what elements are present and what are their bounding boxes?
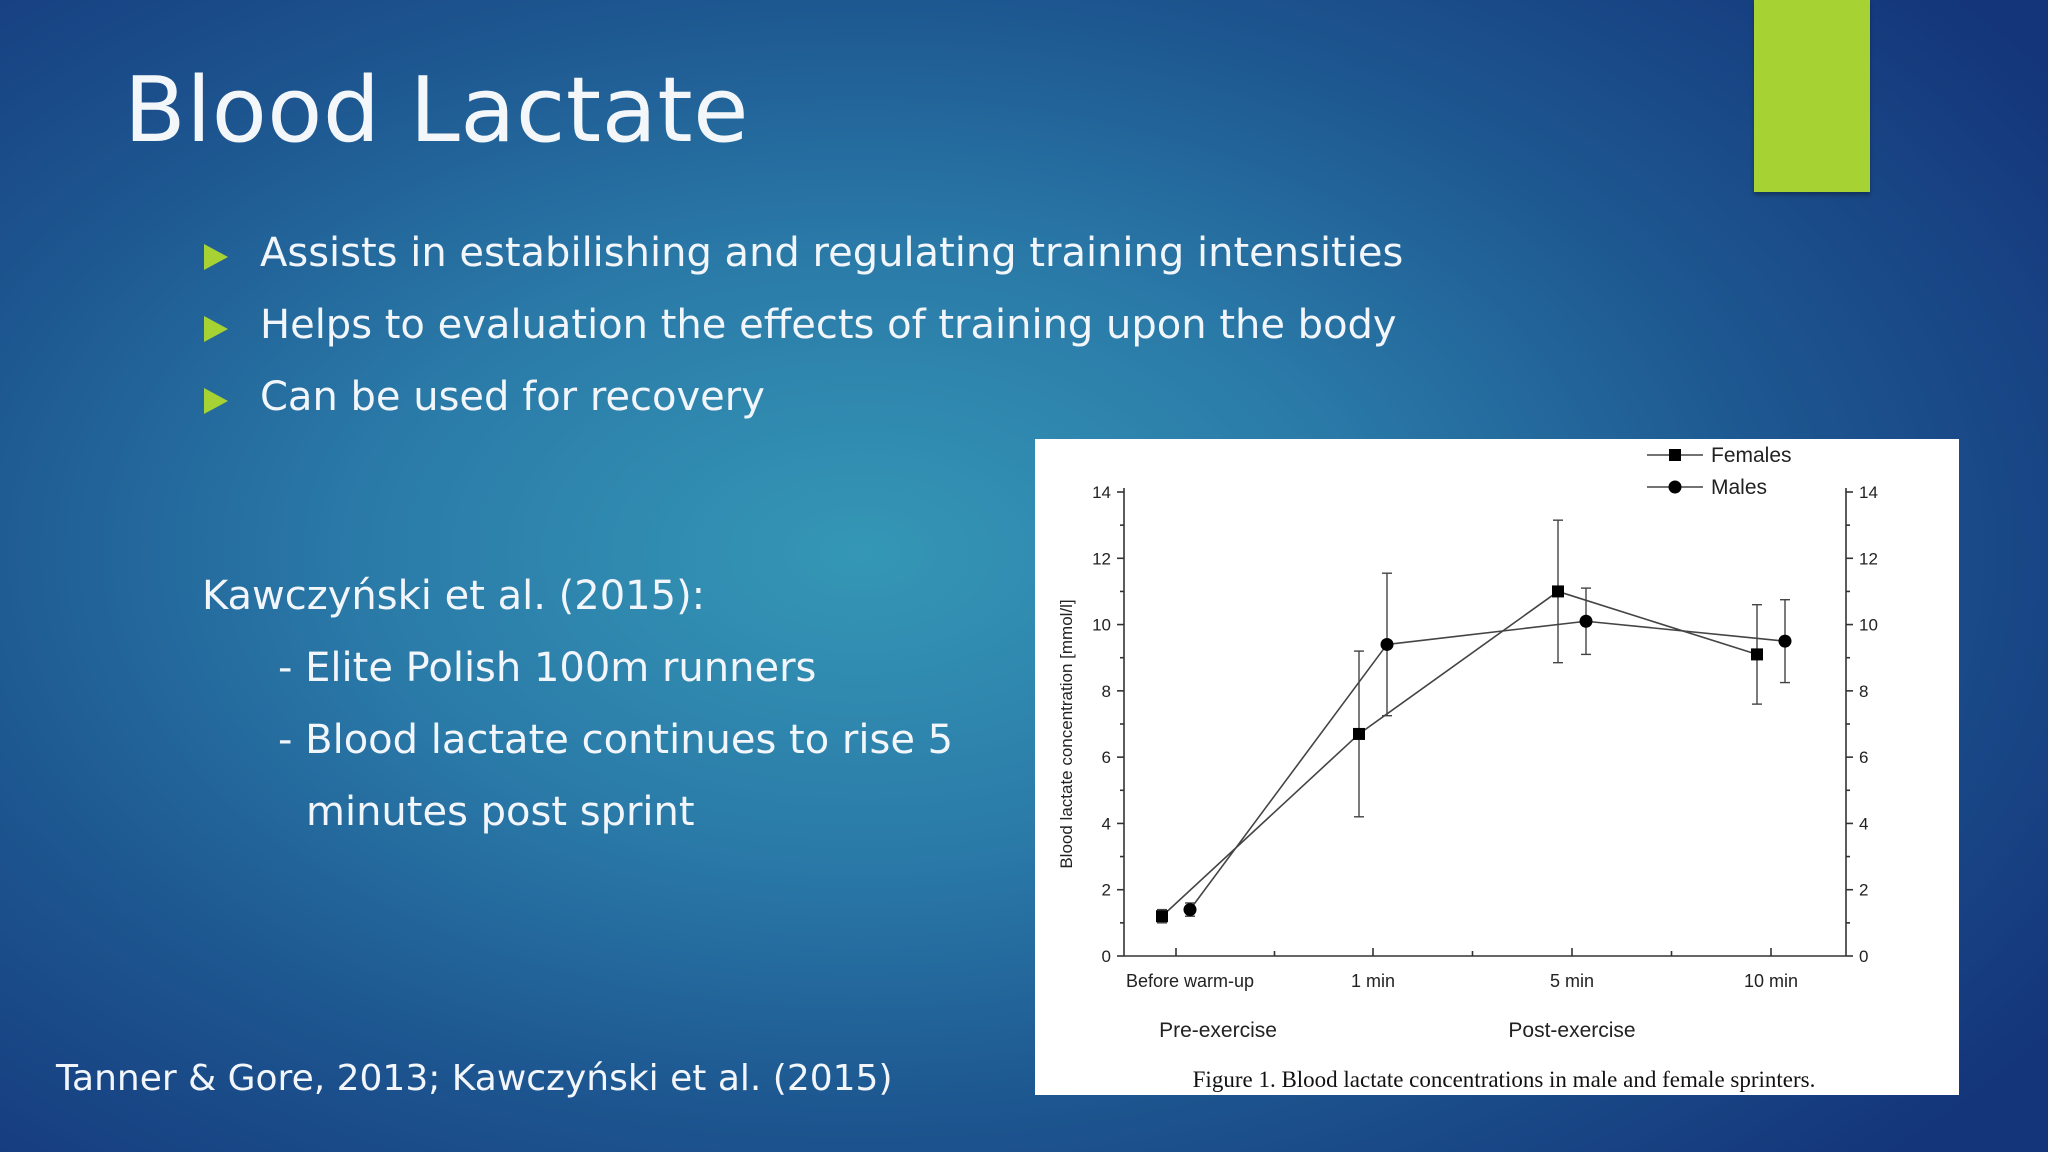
data-point-circle [1579,614,1593,628]
series-females [1156,519,1763,924]
lactate-figure: 0 0 2 2 4 4 6 6 8 8 10 10 12 12 14 14 Before warm-up 1 mi… [1035,439,1959,1095]
citation-footer: Tanner & Gore, 2013; Kawczyński et al. (… [56,1058,893,1099]
study-heading: Kawczyński et al. (2015): [202,573,706,619]
data-point-circle [1380,637,1394,651]
data-point-square [1751,648,1763,661]
data-point-square [1156,910,1168,923]
legend-item: Males [1647,476,1767,499]
bullet-list: Assists in estabilishing and regulating … [204,222,1403,438]
y-tick-label-left: 10 [1092,616,1111,635]
data-point-square [1353,727,1365,740]
y-tick-label-left: 2 [1102,881,1111,900]
slide-title: Blood Lactate [124,58,749,163]
study-point-continuation: minutes post sprint [306,789,695,835]
y-axis-label: Blood lactate concentration [mmol/l] [1057,599,1076,868]
y-tick-label-left: 12 [1092,549,1111,568]
data-point-circle [1183,903,1197,917]
triangle-bullet-icon [204,316,228,342]
y-tick-label-right: 8 [1859,682,1868,701]
x-tick-label: 1 min [1351,971,1395,991]
bullet-text: Assists in estabilishing and regulating … [260,230,1404,276]
accent-bar [1754,0,1870,192]
bullet-item: Assists in estabilishing and regulating … [204,222,1403,294]
y-tick-label-left: 4 [1102,814,1111,833]
lactate-chart: 0 0 2 2 4 4 6 6 8 8 10 10 12 12 14 14 Before warm-up 1 mi… [1057,444,1878,1092]
data-point-circle [1778,634,1792,648]
x-group-label: Pre-exercise [1159,1019,1277,1042]
legend-label: Females [1711,444,1792,467]
bullet-item: Can be used for recovery [204,366,1403,438]
study-point: - Elite Polish 100m runners [278,645,817,691]
y-tick-label-right: 14 [1859,483,1878,502]
legend-label: Males [1711,476,1767,499]
y-tick-label-right: 6 [1859,748,1868,767]
legend-item: Females [1647,444,1792,467]
x-tick-label: 5 min [1550,971,1594,991]
x-tick-label: 10 min [1744,971,1798,991]
triangle-bullet-icon [204,388,228,414]
x-group-label: Post-exercise [1508,1019,1635,1042]
data-point-square [1552,585,1564,598]
triangle-bullet-icon [204,244,228,270]
y-tick-label-right: 0 [1859,947,1868,966]
bullet-text: Can be used for recovery [260,374,765,420]
y-tick-label-left: 8 [1102,682,1111,701]
y-tick-label-left: 6 [1102,748,1111,767]
legend-square-marker [1669,449,1681,461]
series-line [1161,590,1758,917]
figure-caption: Figure 1. Blood lactate concentrations i… [1193,1067,1816,1092]
series-males [1183,572,1792,917]
y-tick-label-left: 14 [1092,483,1111,502]
study-point: - Blood lactate continues to rise 5 [278,717,954,763]
bullet-text: Helps to evaluation the effects of train… [260,302,1397,348]
y-tick-label-right: 4 [1859,814,1868,833]
x-tick-label: Before warm-up [1126,971,1254,991]
series-line [1189,620,1786,911]
y-tick-label-right: 12 [1859,549,1878,568]
y-tick-label-right: 2 [1859,881,1868,900]
bullet-item: Helps to evaluation the effects of train… [204,294,1403,366]
study-summary: Kawczyński et al. (2015): - Elite Polish… [202,560,953,848]
legend-circle-marker [1668,480,1682,494]
y-tick-label-right: 10 [1859,616,1878,635]
y-tick-label-left: 0 [1102,947,1111,966]
